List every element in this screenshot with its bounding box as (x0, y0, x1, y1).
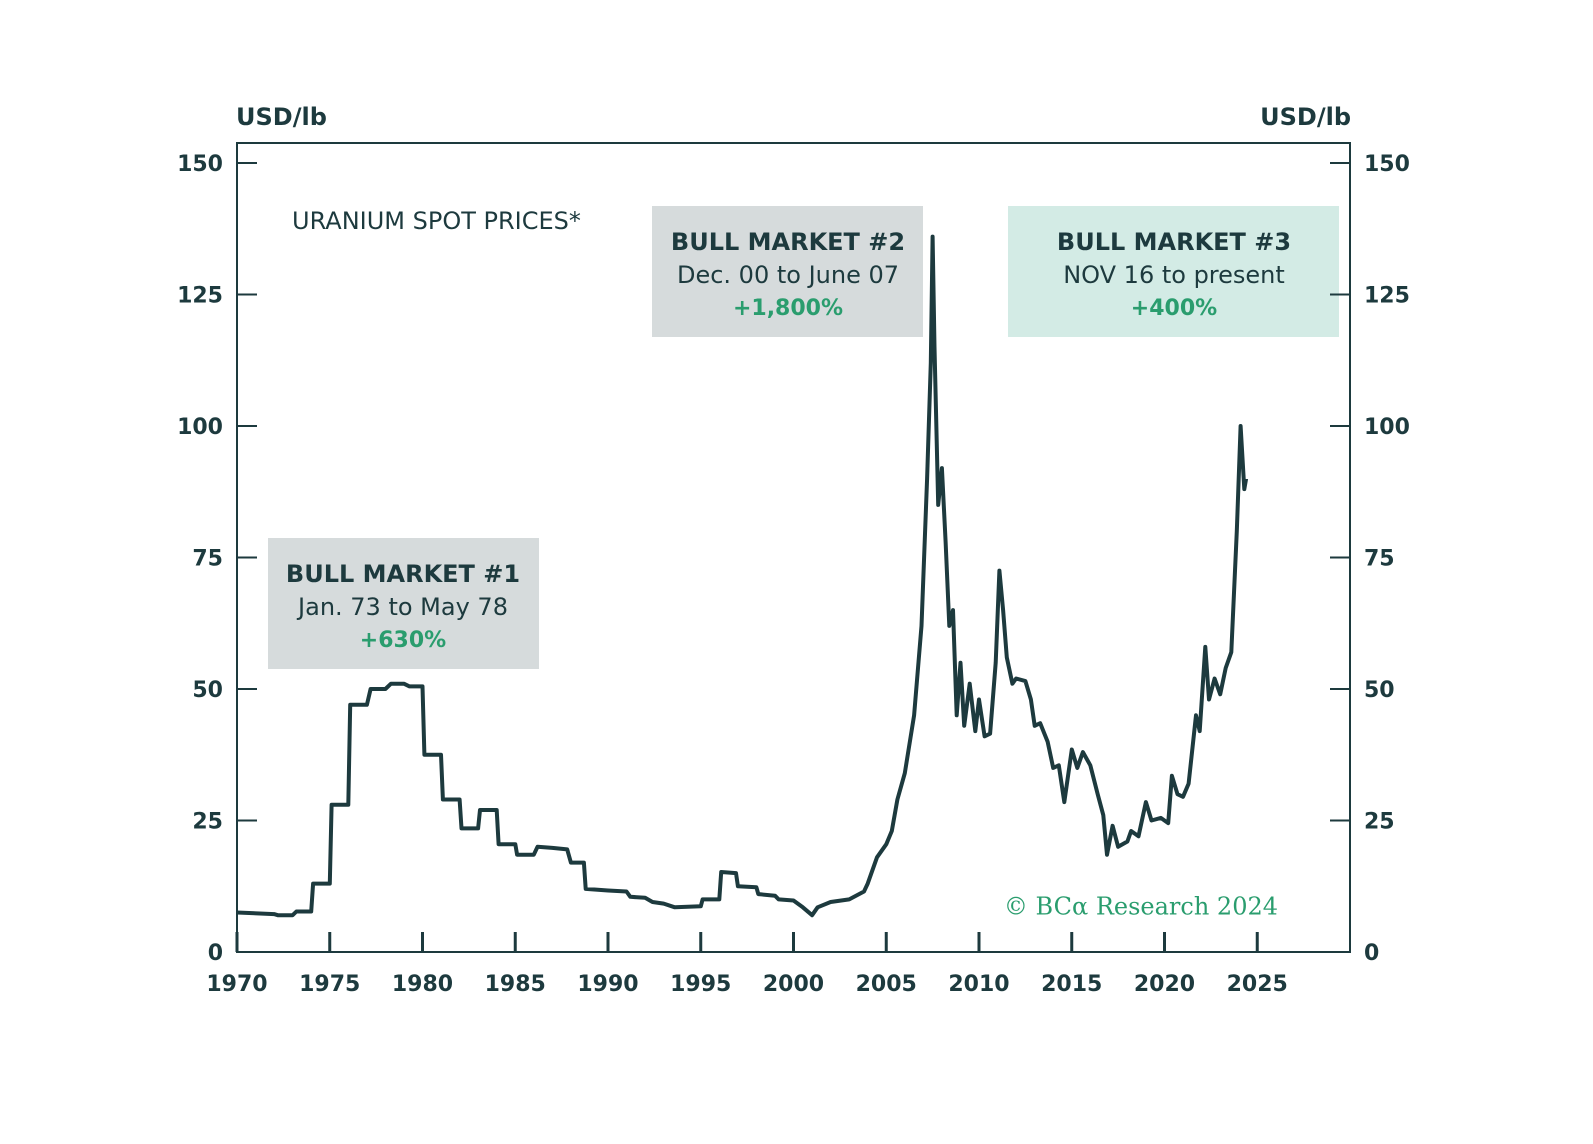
y-tick-label: 0 (208, 941, 223, 966)
price-line (236, 234, 1249, 918)
y-tick-label: 100 (177, 415, 223, 440)
annotation-subtitle: NOV 16 to present (1063, 261, 1285, 289)
x-tick-label: 2000 (763, 972, 824, 997)
annotation-box (268, 538, 539, 669)
annotation-subtitle: Jan. 73 to May 78 (296, 593, 508, 621)
annotation-box (1008, 206, 1339, 337)
y2-tick-label: 125 (1364, 283, 1410, 308)
x-tick-label: 1990 (577, 972, 638, 997)
x-tick-label: 2025 (1227, 972, 1288, 997)
y-tick-label: 50 (192, 678, 223, 703)
chart-title: URANIUM SPOT PRICES* (292, 207, 581, 235)
x-tick-label: 1975 (299, 972, 360, 997)
y2-tick-label: 25 (1364, 809, 1395, 834)
annotation-title: BULL MARKET #3 (1057, 228, 1291, 256)
annotation-subtitle: Dec. 00 to June 07 (677, 261, 899, 289)
x-tick-label: 1995 (670, 972, 731, 997)
annotation-change: +400% (1131, 296, 1217, 321)
y2-tick-label: 100 (1364, 415, 1410, 440)
annotation-title: BULL MARKET #1 (286, 560, 520, 588)
y-tick-label: 75 (192, 546, 223, 571)
y2-axis-label: USD/lb (1260, 103, 1351, 131)
y2-tick-label: 0 (1364, 941, 1379, 966)
y-axis-label: USD/lb (236, 103, 327, 131)
y2-tick-label: 150 (1364, 152, 1410, 177)
annotation-box (652, 206, 923, 337)
annotation-change: +630% (360, 628, 446, 653)
annotation-change: +1,800% (733, 296, 843, 321)
y2-tick-label: 75 (1364, 546, 1395, 571)
source-note: © BCα Research 2024 (1004, 893, 1278, 921)
x-tick-label: 2020 (1134, 972, 1195, 997)
x-tick-label: 1980 (392, 972, 453, 997)
x-tick-label: 1985 (485, 972, 546, 997)
y-tick-label: 125 (177, 283, 223, 308)
x-tick-label: 1970 (206, 972, 267, 997)
y-tick-label: 150 (177, 152, 223, 177)
annotation-title: BULL MARKET #2 (671, 228, 905, 256)
y2-tick-label: 50 (1364, 678, 1395, 703)
x-tick-label: 2015 (1041, 972, 1102, 997)
y-tick-label: 25 (192, 809, 223, 834)
x-tick-label: 2010 (948, 972, 1009, 997)
x-tick-label: 2005 (856, 972, 917, 997)
